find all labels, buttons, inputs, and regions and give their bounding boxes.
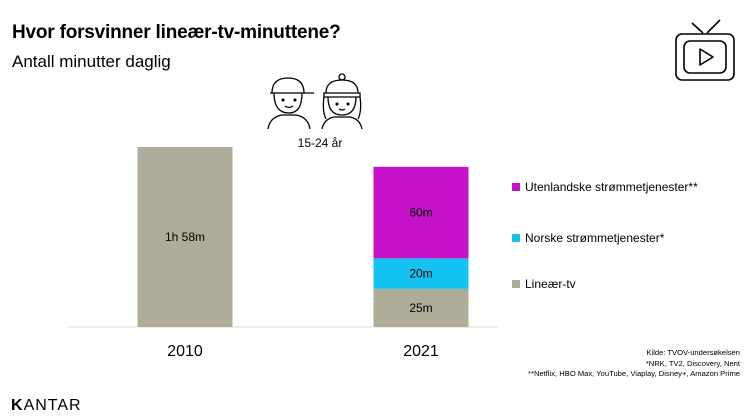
bar-2010-segment-0 bbox=[137, 147, 233, 327]
page-subtitle: Antall minutter daglig bbox=[12, 52, 171, 71]
legend-item-foreign: Utenlandske strømmetjenester** bbox=[512, 180, 698, 194]
bar-2021-segment-1 bbox=[373, 258, 469, 289]
legend-label: Utenlandske strømmetjenester** bbox=[525, 180, 698, 194]
kantar-logo: KANTAR bbox=[11, 397, 82, 414]
legend-label: Norske strømmetjenester* bbox=[525, 231, 665, 245]
bar-2021-segment-2 bbox=[373, 166, 469, 259]
footnote-1: *NRK, TV2, Discovery, Nent bbox=[645, 358, 740, 368]
footnotes: Kilde: TVOV-undersøkelsen *NRK, TV2, Dis… bbox=[528, 348, 740, 380]
data-label: 20m bbox=[409, 267, 432, 281]
data-label: 1h 58m bbox=[165, 230, 205, 244]
data-label: 25m bbox=[409, 301, 432, 315]
category-label-2010: 2010 bbox=[167, 343, 203, 360]
data-label: 60m bbox=[409, 206, 432, 220]
people-icon bbox=[267, 73, 363, 130]
legend-swatch bbox=[512, 234, 520, 242]
legend-swatch bbox=[512, 183, 520, 191]
tv-icon bbox=[675, 19, 735, 81]
legend-swatch bbox=[512, 280, 520, 288]
category-label-2021: 2021 bbox=[403, 343, 439, 360]
page-title: Hvor forsvinner lineær-tv-minuttene? bbox=[12, 22, 341, 43]
legend-item-linear: Lineær-tv bbox=[512, 277, 576, 291]
footnote-2: **Netflix, HBO Max, YouTube, Viaplay, Di… bbox=[528, 369, 740, 378]
source-note: Kilde: TVOV-undersøkelsen bbox=[646, 348, 740, 357]
girl-icon bbox=[321, 73, 363, 130]
legend-item-norwegian: Norske strømmetjenester* bbox=[512, 231, 664, 245]
bar-2021-segment-0 bbox=[373, 288, 469, 327]
boy-icon bbox=[267, 77, 314, 130]
legend-label: Lineær-tv bbox=[525, 277, 576, 291]
age-group-label: 15-24 år bbox=[297, 136, 343, 150]
